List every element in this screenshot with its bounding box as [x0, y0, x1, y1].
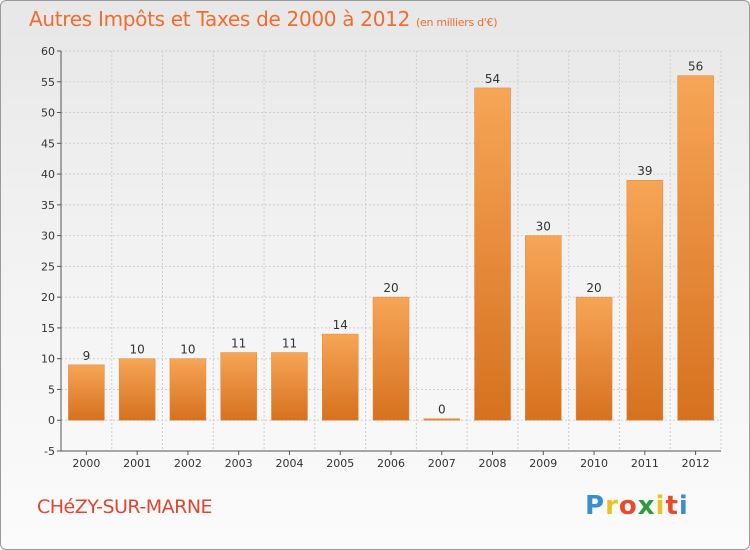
title-unit: (en milliers d'€) [416, 16, 498, 29]
commune-name: CHéZY-SUR-MARNE [37, 496, 213, 518]
y-tick-label: 10 [41, 353, 55, 366]
logo-letter: i [655, 491, 666, 521]
bar-2000[interactable] [68, 364, 105, 421]
y-tick-label: 15 [41, 322, 55, 335]
bar-2001[interactable] [118, 358, 156, 421]
x-tick-label: 2012 [682, 457, 710, 470]
y-tick-label: 20 [41, 291, 55, 304]
bar-2010[interactable] [575, 296, 613, 421]
data-label: 10 [180, 343, 195, 357]
y-tick-label: -5 [44, 445, 55, 458]
x-tick-label: 2006 [377, 457, 405, 470]
data-label: 20 [586, 281, 601, 295]
x-tick-label: 2004 [275, 457, 303, 470]
logo-letter: r [605, 491, 619, 521]
y-tick-label: 35 [41, 199, 55, 212]
logo-letter: i [678, 491, 689, 521]
data-label: 56 [688, 60, 703, 74]
x-tick-label: 2010 [580, 457, 608, 470]
y-tick-label: 30 [41, 230, 55, 243]
x-tick-label: 2000 [72, 457, 100, 470]
data-label: 14 [333, 318, 348, 332]
bar-2006[interactable] [372, 296, 410, 421]
x-tick-label: 2002 [174, 457, 202, 470]
bar-2008[interactable] [474, 87, 511, 421]
y-tick-label: 45 [41, 137, 55, 150]
logo-letter: o [618, 491, 638, 521]
x-tick-label: 2009 [529, 457, 557, 470]
data-label: 20 [383, 281, 398, 295]
bar-2004[interactable] [271, 352, 308, 421]
bar-2003[interactable] [220, 352, 257, 421]
data-label: 9 [83, 349, 91, 363]
bar-2005[interactable] [321, 333, 359, 421]
title-text: Autres Impôts et Taxes de 2000 à 2012 [29, 7, 410, 31]
data-label: 30 [536, 220, 551, 234]
y-tick-label: 5 [48, 383, 55, 396]
bar-2007[interactable] [423, 418, 461, 421]
data-label: 11 [231, 337, 246, 351]
y-tick-label: 50 [41, 107, 55, 120]
x-tick-label: 2003 [225, 457, 253, 470]
bar-2002[interactable] [169, 358, 207, 421]
logo-letter: P [585, 491, 606, 521]
logo-letter: t [665, 491, 679, 521]
y-tick-label: 60 [41, 45, 55, 58]
x-tick-label: 2001 [123, 457, 151, 470]
x-tick-label: 2007 [428, 457, 456, 470]
data-label: 11 [282, 337, 297, 351]
y-tick-label: 25 [41, 260, 55, 273]
bar-2012[interactable] [677, 75, 714, 421]
data-label: 39 [637, 164, 652, 178]
logo-letter: x [637, 491, 656, 521]
data-label: 54 [485, 72, 500, 86]
y-tick-label: 0 [48, 414, 55, 427]
bar-2011[interactable] [626, 179, 664, 421]
proxiti-logo[interactable]: Proxiti [585, 491, 689, 521]
x-tick-label: 2008 [479, 457, 507, 470]
y-tick-label: 40 [41, 168, 55, 181]
chart-title: Autres Impôts et Taxes de 2000 à 2012 (en… [29, 7, 497, 31]
y-tick-label: 55 [41, 76, 55, 89]
x-tick-label: 2011 [631, 457, 659, 470]
bar-2009[interactable] [525, 235, 562, 421]
data-label: 0 [438, 403, 446, 417]
data-label: 10 [130, 343, 145, 357]
x-tick-label: 2005 [326, 457, 354, 470]
